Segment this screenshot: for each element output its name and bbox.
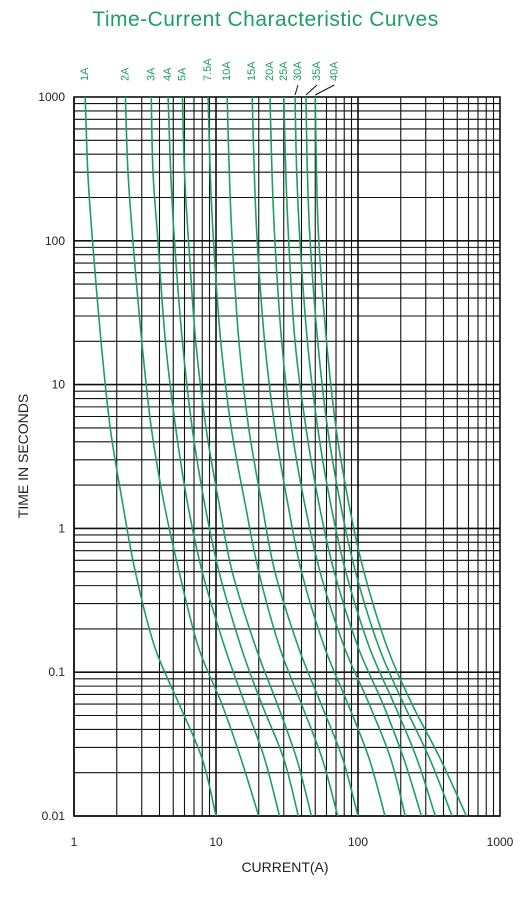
curve-10A [226,96,359,817]
y-tick-label: 100 [45,234,65,248]
curve-2A [124,96,260,817]
curve-label-40A: 40A [328,61,340,81]
x-tick-label: 10 [209,835,223,849]
y-tick-label: 1000 [38,90,65,104]
curve-label-35A: 35A [311,61,323,81]
x-tick-label: 1000 [487,835,514,849]
curve-labels: 1A 2A 3A 4A 5A 7.5A 10A 15A 20A 25A 30A 35A 40A [79,58,340,96]
chart-title: Time-Current Characteristic Curves [92,8,439,31]
curve-25A [283,96,423,817]
curve-label-15A: 15A [246,61,258,81]
curves [84,96,468,817]
curve-5A [181,96,313,817]
curve-label-leader [294,84,299,96]
plot-frame [73,96,501,817]
curve-label-leader [315,84,335,96]
curve-label-4A: 4A [162,67,174,81]
x-tick-label: 1 [71,835,78,849]
curve-label-30A: 30A [292,61,304,81]
curve-label-leader [305,84,318,96]
y-tick-label: 1 [58,521,65,535]
curve-40A [314,96,468,817]
curve-label-5A: 5A [176,67,188,81]
curve-30A [294,96,437,817]
y-tick-label: 10 [52,378,66,392]
x-tick-labels: 1 10 100 1000 [71,835,514,849]
curve-7.5A [207,96,339,817]
curve-4A [167,96,300,817]
y-tick-label: 0.1 [48,665,65,679]
y-tick-label: 0.01 [42,809,66,823]
curve-3A [150,96,281,817]
y-axis-label: TIME IN SECONDS [15,394,31,518]
curve-35A [305,96,453,817]
curve-label-2A: 2A [119,67,131,81]
curve-label-3A: 3A [145,67,157,81]
curve-label-20A: 20A [264,61,276,81]
curve-label-10A: 10A [221,61,233,81]
curve-label-1A: 1A [79,67,91,81]
curve-20A [269,96,406,817]
x-axis-label: CURRENT(A) [241,859,328,875]
curve-1A [84,96,217,817]
x-tick-label: 100 [348,835,368,849]
y-tick-labels: 1000 100 10 1 0.1 0.01 [38,90,65,823]
curve-label-7.5A: 7.5A [202,58,214,81]
curve-15A [251,96,386,817]
curve-label-25A: 25A [278,61,290,81]
